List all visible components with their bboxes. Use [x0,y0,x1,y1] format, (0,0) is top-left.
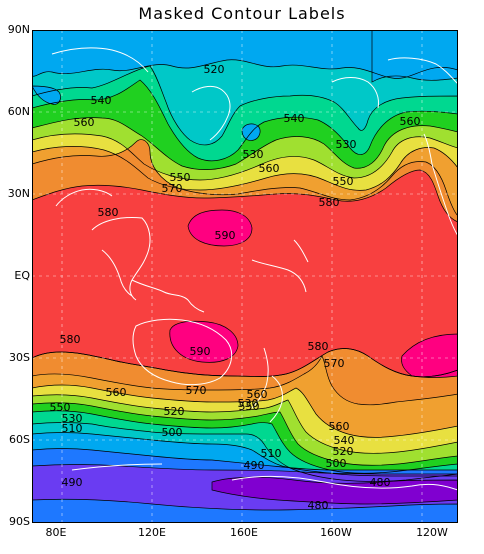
contour-label: 490 [62,476,83,489]
contour-label: 590 [190,345,211,358]
y-tick-label: 60N [2,105,30,118]
chart-title: Masked Contour Labels [0,4,484,23]
x-tick-label: 80E [36,526,76,539]
y-tick-label: 60S [2,433,30,446]
contour-label: 580 [308,340,329,353]
contour-label: 550 [333,175,354,188]
contour-label: 530 [336,138,357,151]
contour-label: 570 [324,357,345,370]
contour-label: 510 [62,422,83,435]
contour-label: 580 [98,206,119,219]
contour-label: 540 [91,94,112,107]
contour-label: 490 [244,459,265,472]
contour-label: 590 [215,229,236,242]
x-tick-label: 160W [316,526,356,539]
contour-label: 480 [308,499,329,512]
contour-label: 540 [284,112,305,125]
contour-label: 520 [204,63,225,76]
contour-label: 570 [186,384,207,397]
contour-label: 520 [164,405,185,418]
contour-label: 560 [106,386,127,399]
y-tick-label: 30S [2,351,30,364]
y-tick-label: 30N [2,187,30,200]
contour-label: 500 [162,426,183,439]
contour-label: 560 [259,162,280,175]
contour-label: 580 [319,196,340,209]
x-tick-label: 120E [132,526,172,539]
contour-label: 480 [370,476,391,489]
contour-label: 560 [400,115,421,128]
x-tick-label: 160E [224,526,264,539]
y-tick-label: 90S [2,515,30,528]
contour-label: 530 [243,148,264,161]
contour-label: 560 [74,116,95,129]
x-tick-label: 120W [412,526,452,539]
contour-label: 580 [60,333,81,346]
y-tick-label: 90N [2,23,30,36]
contour-map: 5205405605305605405305605505705505805805… [32,30,458,523]
contour-label: 570 [162,182,183,195]
y-tick-label: EQ [2,269,30,282]
contour-label: 530 [238,397,259,410]
contour-label: 500 [326,457,347,470]
contour-label: 560 [329,420,350,433]
contour-band-585 [32,170,458,377]
